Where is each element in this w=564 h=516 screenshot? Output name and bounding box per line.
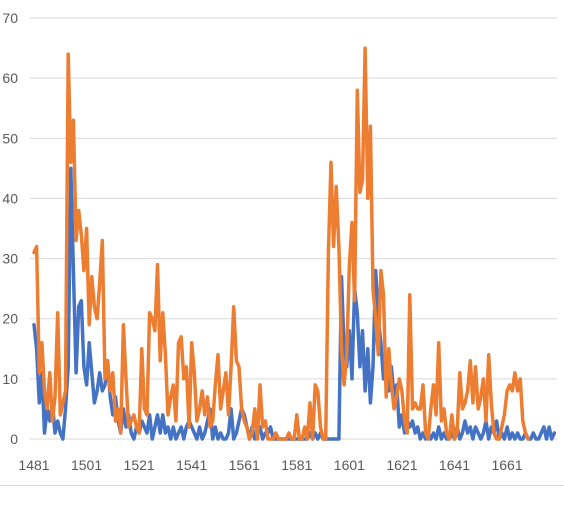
x-tick-label: 1541 — [176, 457, 207, 473]
y-tick-label: 60 — [2, 70, 18, 86]
x-tick-label: 1561 — [229, 457, 260, 473]
y-tick-label: 20 — [2, 311, 18, 327]
x-tick-label: 1501 — [71, 457, 102, 473]
x-tick-label: 1521 — [124, 457, 155, 473]
y-tick-label: 0 — [10, 431, 18, 447]
gridlines — [30, 17, 557, 440]
x-tick-label: 1481 — [18, 457, 49, 473]
x-tick-label: 1601 — [334, 457, 365, 473]
bottom-divider — [0, 485, 564, 486]
y-tick-label: 30 — [2, 251, 18, 267]
y-axis-tick-labels: 0 10 20 30 40 50 60 70 — [2, 10, 18, 447]
x-tick-label: 1661 — [491, 457, 522, 473]
x-tick-label: 1641 — [439, 457, 470, 473]
x-tick-label: 1581 — [281, 457, 312, 473]
y-tick-label: 10 — [2, 371, 18, 387]
y-tick-label: 50 — [2, 130, 18, 146]
x-axis-tick-labels: 1481 1501 1521 1541 1561 1581 1601 1621 1641 1661 — [18, 457, 522, 473]
x-tick-label: 1621 — [386, 457, 417, 473]
series-lines — [32, 46, 557, 441]
series-line-2 — [32, 46, 530, 441]
series-2 — [32, 46, 530, 441]
y-tick-label: 40 — [2, 190, 18, 206]
y-tick-label: 70 — [2, 10, 18, 26]
